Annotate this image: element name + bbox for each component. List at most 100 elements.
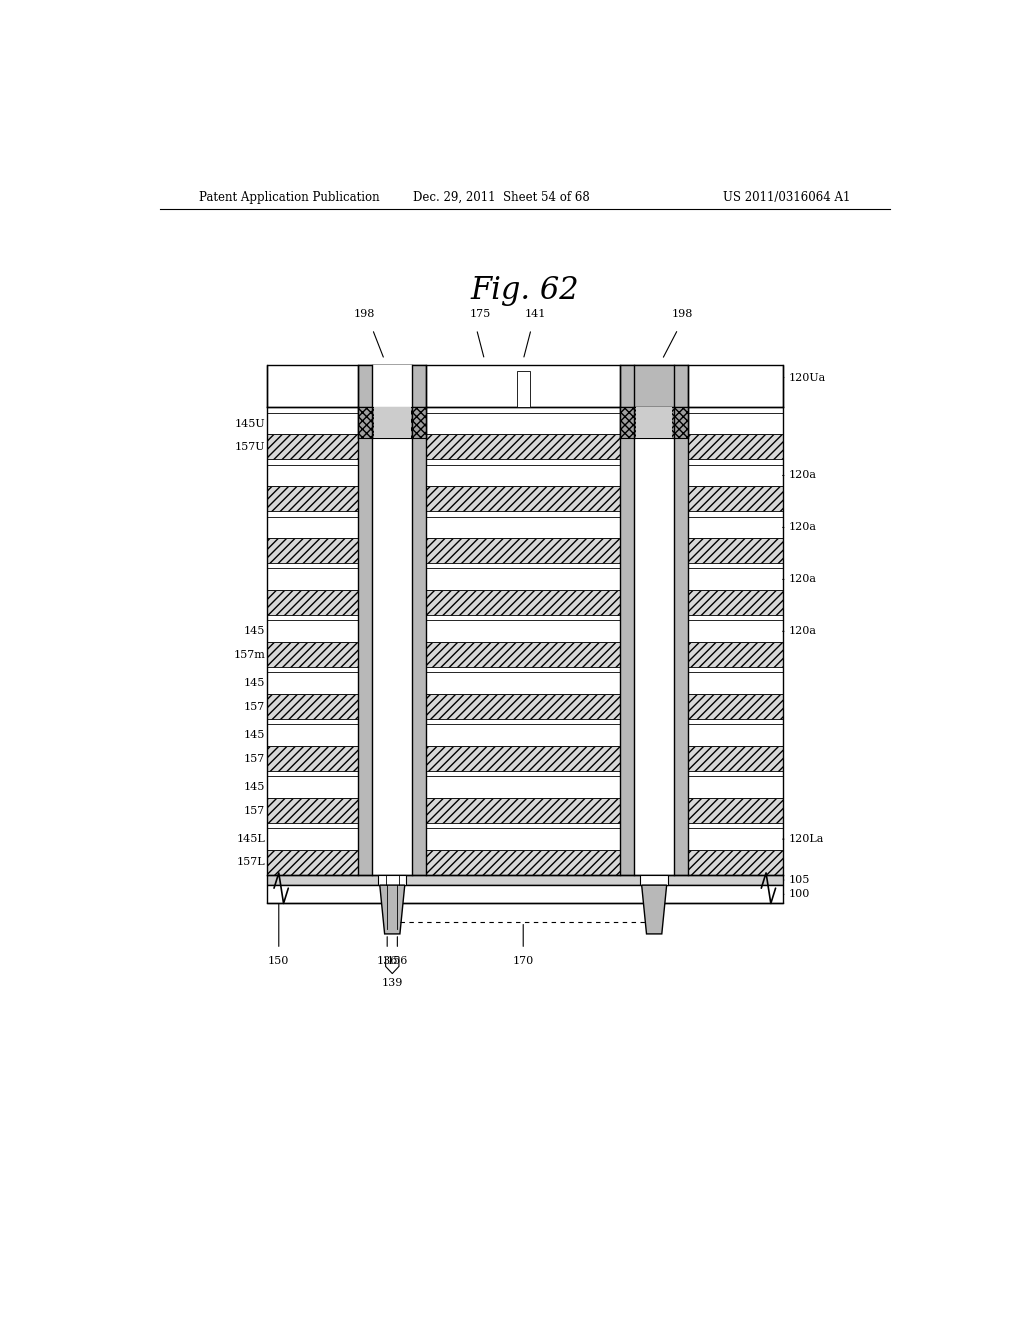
Bar	[267, 746, 358, 771]
Text: 100: 100	[788, 890, 810, 899]
Text: 120a: 120a	[788, 523, 816, 532]
Bar	[267, 569, 358, 590]
Bar	[688, 413, 782, 434]
Bar	[688, 590, 782, 615]
Bar	[688, 516, 782, 539]
Text: US 2011/0316064 A1: US 2011/0316064 A1	[723, 190, 850, 203]
Bar	[634, 408, 674, 875]
Bar	[688, 694, 782, 719]
Text: 157m: 157m	[233, 649, 265, 660]
Bar	[620, 408, 634, 875]
Text: 120La: 120La	[788, 834, 823, 843]
Text: 120Ua: 120Ua	[788, 372, 825, 383]
Bar	[620, 408, 688, 438]
Bar	[267, 799, 358, 822]
Text: 145: 145	[244, 783, 265, 792]
Text: 156: 156	[387, 956, 408, 966]
Bar	[373, 364, 412, 408]
Bar	[688, 539, 782, 564]
Bar	[426, 434, 620, 459]
Bar	[374, 408, 411, 438]
Bar	[426, 539, 620, 564]
Bar	[267, 850, 358, 875]
Bar	[267, 828, 358, 850]
Bar	[688, 828, 782, 850]
Bar	[267, 776, 358, 799]
Bar	[688, 746, 782, 771]
Bar	[267, 516, 358, 539]
Bar	[267, 725, 358, 746]
Bar	[267, 590, 358, 615]
Bar	[374, 408, 411, 438]
Text: 141: 141	[524, 309, 546, 319]
Polygon shape	[380, 886, 404, 935]
Bar	[426, 413, 620, 434]
Bar	[426, 620, 620, 643]
Bar	[688, 799, 782, 822]
Text: 120a: 120a	[788, 574, 816, 585]
Bar	[426, 672, 620, 694]
Text: Patent Application Publication: Patent Application Publication	[200, 190, 380, 203]
Bar	[688, 643, 782, 667]
Bar	[379, 875, 407, 886]
Text: 157L: 157L	[237, 858, 265, 867]
Bar	[267, 434, 358, 459]
Bar	[634, 364, 674, 408]
Bar	[688, 434, 782, 459]
Bar	[640, 875, 668, 886]
Bar	[267, 486, 358, 511]
Bar	[426, 569, 620, 590]
Bar	[426, 799, 620, 822]
Text: 175: 175	[470, 309, 492, 319]
Bar	[426, 486, 620, 511]
Text: 136: 136	[377, 956, 398, 966]
Bar	[426, 746, 620, 771]
Bar	[688, 672, 782, 694]
Polygon shape	[642, 886, 667, 935]
Text: 120a: 120a	[788, 626, 816, 636]
Bar	[517, 371, 529, 408]
Bar	[688, 776, 782, 799]
Bar	[412, 408, 426, 875]
Bar	[267, 875, 782, 886]
Bar	[267, 465, 358, 486]
Text: 145: 145	[244, 626, 265, 636]
Text: 145L: 145L	[237, 834, 265, 843]
Bar	[688, 850, 782, 875]
Bar	[426, 725, 620, 746]
Bar	[426, 694, 620, 719]
Bar	[373, 408, 412, 875]
Text: Dec. 29, 2011  Sheet 54 of 68: Dec. 29, 2011 Sheet 54 of 68	[413, 190, 590, 203]
Text: 105: 105	[788, 875, 810, 884]
Bar	[267, 539, 358, 564]
Text: 145U: 145U	[234, 418, 265, 429]
Text: 150: 150	[268, 956, 290, 966]
Bar	[688, 486, 782, 511]
Bar	[267, 413, 358, 434]
Bar	[267, 886, 782, 903]
Bar	[426, 776, 620, 799]
Bar	[358, 364, 426, 408]
Bar	[426, 516, 620, 539]
Bar	[426, 465, 620, 486]
Text: Fig. 62: Fig. 62	[470, 275, 580, 306]
Bar	[674, 408, 688, 875]
Bar	[426, 828, 620, 850]
Bar	[688, 620, 782, 643]
Bar	[620, 364, 688, 408]
Bar	[267, 694, 358, 719]
Text: 157: 157	[244, 754, 265, 763]
Text: 170: 170	[513, 956, 534, 966]
Bar	[636, 408, 673, 438]
Text: 157: 157	[244, 805, 265, 816]
Bar	[688, 569, 782, 590]
Bar	[688, 725, 782, 746]
Bar	[358, 408, 426, 438]
Bar	[267, 643, 358, 667]
Text: 157U: 157U	[234, 442, 265, 451]
Text: 145: 145	[244, 730, 265, 741]
Bar	[358, 408, 373, 875]
Text: 157: 157	[244, 702, 265, 711]
Bar	[267, 364, 782, 408]
Bar	[688, 465, 782, 486]
